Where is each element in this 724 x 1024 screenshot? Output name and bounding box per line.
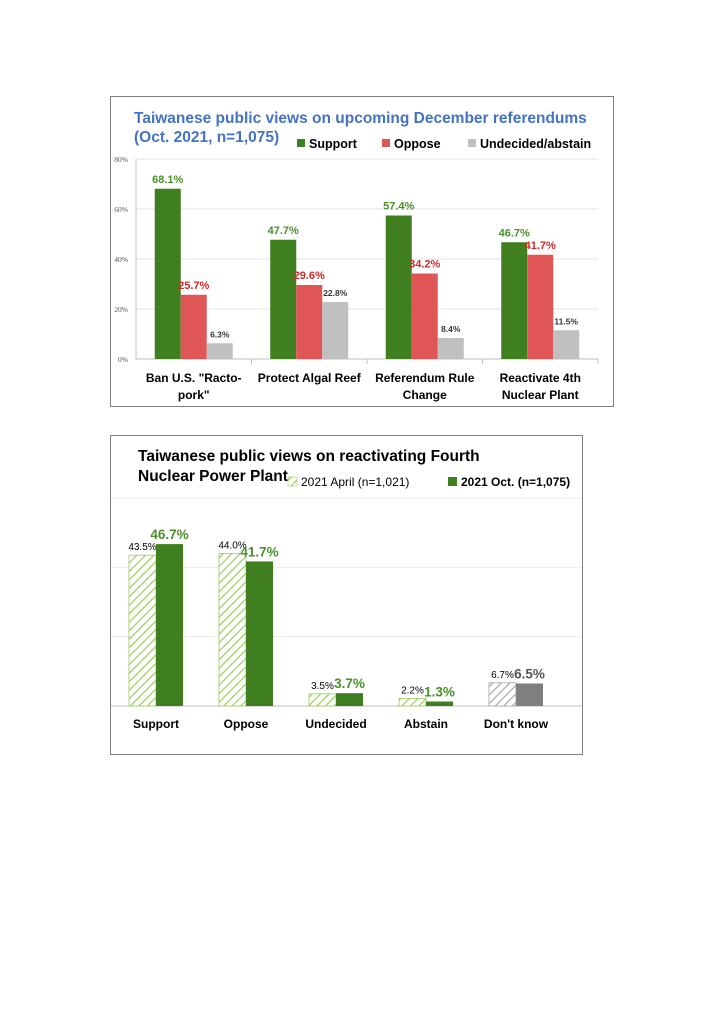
chart2-data-label: 2.2% xyxy=(401,685,424,696)
chart1-bar-oppose-3 xyxy=(527,254,554,359)
chart2-bar-oct-3 xyxy=(426,701,453,706)
chart1-category-label: Nuclear Plant xyxy=(502,388,579,402)
chart2-data-label: 46.7% xyxy=(150,527,188,542)
chart2-data-label: 3.5% xyxy=(311,681,334,692)
chart1-bar-undecided-abstain-0 xyxy=(206,343,233,359)
chart1-ytick: 60% xyxy=(114,205,128,214)
chart1-data-label: 25.7% xyxy=(178,280,209,292)
chart1-category-label: Referendum Rule xyxy=(375,371,475,385)
nuclear-chart: Taiwanese public views on reactivating F… xyxy=(110,435,583,755)
chart2-legend-label-oct: 2021 Oct. (n=1,075) xyxy=(461,475,570,489)
chart1-category-label: Change xyxy=(403,388,447,402)
chart1-legend-swatch-1 xyxy=(382,139,390,147)
chart1-bar-undecided-abstain-3 xyxy=(553,330,580,359)
chart1-data-label: 22.8% xyxy=(323,288,348,298)
chart1-category-label: Protect Algal Reef xyxy=(258,371,362,385)
chart2-data-label: 3.7% xyxy=(334,676,365,691)
chart1-title: Taiwanese public views on upcoming Decem… xyxy=(134,110,587,127)
chart2-data-label: 44.0% xyxy=(218,540,246,551)
chart1-data-label: 57.4% xyxy=(383,201,414,213)
chart1-data-label: 11.5% xyxy=(554,316,578,326)
chart1-bar-support-0 xyxy=(154,188,181,359)
referendum-chart-svg: Taiwanese public views on upcoming Decem… xyxy=(114,110,599,402)
chart2-data-label: 41.7% xyxy=(240,544,278,559)
chart2-data-label: 6.7% xyxy=(491,670,514,681)
chart1-data-label: 8.4% xyxy=(441,324,461,334)
chart2-category-label: Don't know xyxy=(484,717,549,731)
chart2-bar-april-2 xyxy=(308,693,337,707)
chart1-data-label: 68.1% xyxy=(152,174,183,186)
chart2-category-label: Undecided xyxy=(305,717,366,731)
chart1-bar-support-3 xyxy=(501,242,528,359)
chart2-title-line2: Nuclear Power Plant xyxy=(138,468,288,485)
referendum-chart: Taiwanese public views on upcoming Decem… xyxy=(110,96,614,407)
chart1-legend-swatch-0 xyxy=(297,139,305,147)
chart2-bar-april-1 xyxy=(218,553,247,707)
chart1-bar-oppose-1 xyxy=(296,285,323,359)
chart1-ytick: 40% xyxy=(114,255,128,264)
chart1-subtitle: (Oct. 2021, n=1,075) xyxy=(134,129,279,146)
chart1-bar-support-1 xyxy=(270,239,297,359)
chart1-data-label: 47.7% xyxy=(268,225,299,237)
chart2-bar-april-3 xyxy=(398,697,427,707)
chart1-data-label: 34.2% xyxy=(409,259,440,271)
chart2-category-label: Abstain xyxy=(404,717,448,731)
chart2-category-label: Oppose xyxy=(224,717,269,731)
chart1-ytick: 80% xyxy=(114,155,128,164)
chart1-bar-undecided-abstain-1 xyxy=(322,302,349,359)
chart2-data-label: 1.3% xyxy=(424,684,455,699)
chart1-category-label: Ban U.S. "Racto- xyxy=(146,371,242,385)
chart2-category-label: Support xyxy=(133,717,179,731)
chart1-data-label: 6.3% xyxy=(210,329,230,339)
chart1-legend-label-2: Undecided/abstain xyxy=(480,137,591,151)
chart2-bar-oct-2 xyxy=(336,693,363,706)
chart2-data-label: 43.5% xyxy=(128,542,156,553)
chart2-bar-oct-4 xyxy=(516,683,543,706)
chart1-data-label: 46.7% xyxy=(499,227,530,239)
chart1-data-label: 29.6% xyxy=(294,270,325,282)
chart1-ytick: 0% xyxy=(118,355,128,364)
chart1-ytick: 20% xyxy=(114,305,128,314)
chart1-bar-oppose-0 xyxy=(180,294,207,359)
chart1-legend-label-0: Support xyxy=(309,137,358,151)
chart1-category-label: Reactivate 4th xyxy=(500,371,581,385)
chart1-bar-support-2 xyxy=(385,215,412,359)
chart2-bar-april-0 xyxy=(128,554,157,707)
chart2-legend-swatch-oct xyxy=(448,477,457,486)
chart1-bar-undecided-abstain-2 xyxy=(437,338,464,359)
chart2-bar-oct-0 xyxy=(156,544,183,706)
chart2-legend-swatch-april xyxy=(287,476,298,487)
chart1-legend-label-1: Oppose xyxy=(394,137,441,151)
chart2-title-line1: Taiwanese public views on reactivating F… xyxy=(138,448,480,465)
chart1-legend-swatch-2 xyxy=(468,139,476,147)
chart1-data-label: 41.7% xyxy=(525,240,556,252)
nuclear-chart-svg: Taiwanese public views on reactivating F… xyxy=(111,448,582,731)
chart2-bar-oct-1 xyxy=(246,561,273,706)
chart2-data-label: 6.5% xyxy=(514,666,545,681)
chart2-legend-label-april: 2021 April (n=1,021) xyxy=(301,475,409,489)
chart1-category-label: pork" xyxy=(178,388,210,402)
chart1-bar-oppose-2 xyxy=(411,273,438,359)
chart2-bar-april-4 xyxy=(488,682,517,707)
